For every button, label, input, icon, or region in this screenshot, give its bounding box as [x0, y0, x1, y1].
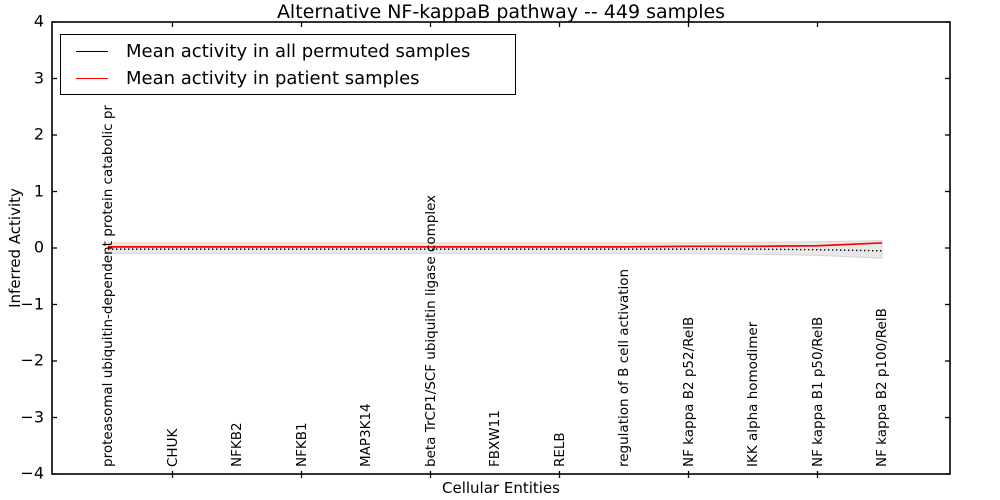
y-tick-label: 1	[33, 181, 44, 201]
permuted-line-swatch	[76, 51, 108, 52]
x-tick-label: NF kappa B2 p52/RelB	[680, 316, 697, 467]
y-tick-label: 2	[33, 124, 44, 144]
x-tick-label: regulation of B cell activation	[616, 268, 632, 467]
y-tick-label: −2	[20, 350, 44, 370]
x-tick-label: MAP3K14	[358, 403, 374, 467]
legend-label-patient: Mean activity in patient samples	[126, 68, 420, 89]
patient-line-swatch	[76, 78, 108, 79]
x-axis-label: Cellular Entities	[442, 479, 560, 497]
x-tick-label: proteasomal ubiquitin-dependent protein …	[100, 105, 116, 467]
uncertainty-band	[107, 240, 883, 259]
series-line-patient	[108, 242, 883, 248]
x-tick-label: FBXW11	[487, 410, 503, 467]
series-line-permuted	[108, 248, 883, 252]
legend-item-patient: Mean activity in patient samples	[61, 65, 515, 92]
legend-box: Mean activity in all permuted samples Me…	[60, 34, 516, 95]
legend-item-permuted: Mean activity in all permuted samples	[61, 38, 515, 65]
x-tick-label: NFKB1	[293, 422, 310, 467]
x-tick-label: IKK alpha homodimer	[745, 321, 761, 467]
x-tick-label: NFKB2	[229, 422, 245, 467]
y-tick-label: −4	[20, 463, 44, 483]
y-tick-label: −3	[20, 407, 44, 427]
legend-label-permuted: Mean activity in all permuted samples	[126, 41, 471, 62]
x-tick-label: beta TrCP1/SCF ubiquitin ligase complex	[422, 194, 439, 467]
x-tick-label: NF kappa B2 p100/RelB	[874, 308, 890, 467]
x-tick-label: CHUK	[164, 428, 181, 467]
y-tick-label: 4	[33, 11, 44, 31]
chart-title: Alternative NF-kappaB pathway -- 449 sam…	[276, 1, 726, 23]
y-tick-label: −1	[20, 294, 44, 314]
y-tick-label: 3	[33, 68, 44, 88]
x-tick-label: RELB	[551, 432, 568, 467]
x-tick-label: NF kappa B1 p50/RelB	[809, 316, 826, 467]
y-tick-label: 0	[33, 237, 44, 257]
